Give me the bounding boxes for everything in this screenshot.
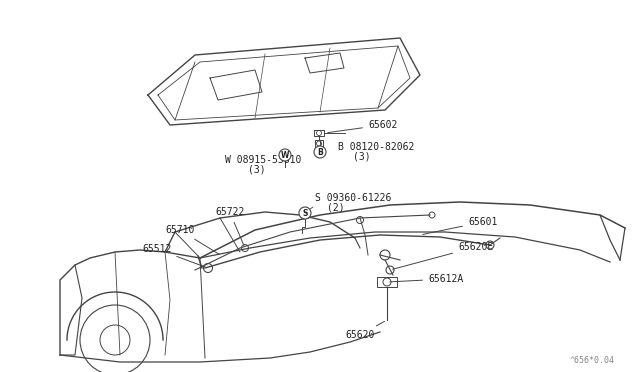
Text: W: W (281, 151, 289, 160)
Text: 65710: 65710 (165, 225, 220, 254)
Text: S: S (302, 208, 308, 218)
Text: W 08915-53810: W 08915-53810 (225, 155, 301, 165)
Text: B: B (317, 148, 323, 157)
Text: ^656*0.04: ^656*0.04 (570, 356, 615, 365)
Text: B 08120-82062: B 08120-82062 (338, 142, 414, 152)
Circle shape (314, 146, 326, 158)
Text: 65512: 65512 (142, 244, 205, 267)
Circle shape (279, 149, 291, 161)
Text: 65612A: 65612A (390, 274, 463, 284)
Text: S 09360-61226: S 09360-61226 (315, 193, 392, 203)
Text: (2): (2) (327, 202, 344, 212)
Text: 65602: 65602 (328, 120, 397, 133)
Text: (3): (3) (248, 164, 266, 174)
Text: 65620: 65620 (345, 321, 385, 340)
Text: 65620E: 65620E (393, 242, 493, 269)
Circle shape (299, 207, 311, 219)
Text: (3): (3) (353, 151, 371, 161)
Text: 65601: 65601 (423, 217, 497, 234)
Text: 65722: 65722 (215, 207, 244, 246)
